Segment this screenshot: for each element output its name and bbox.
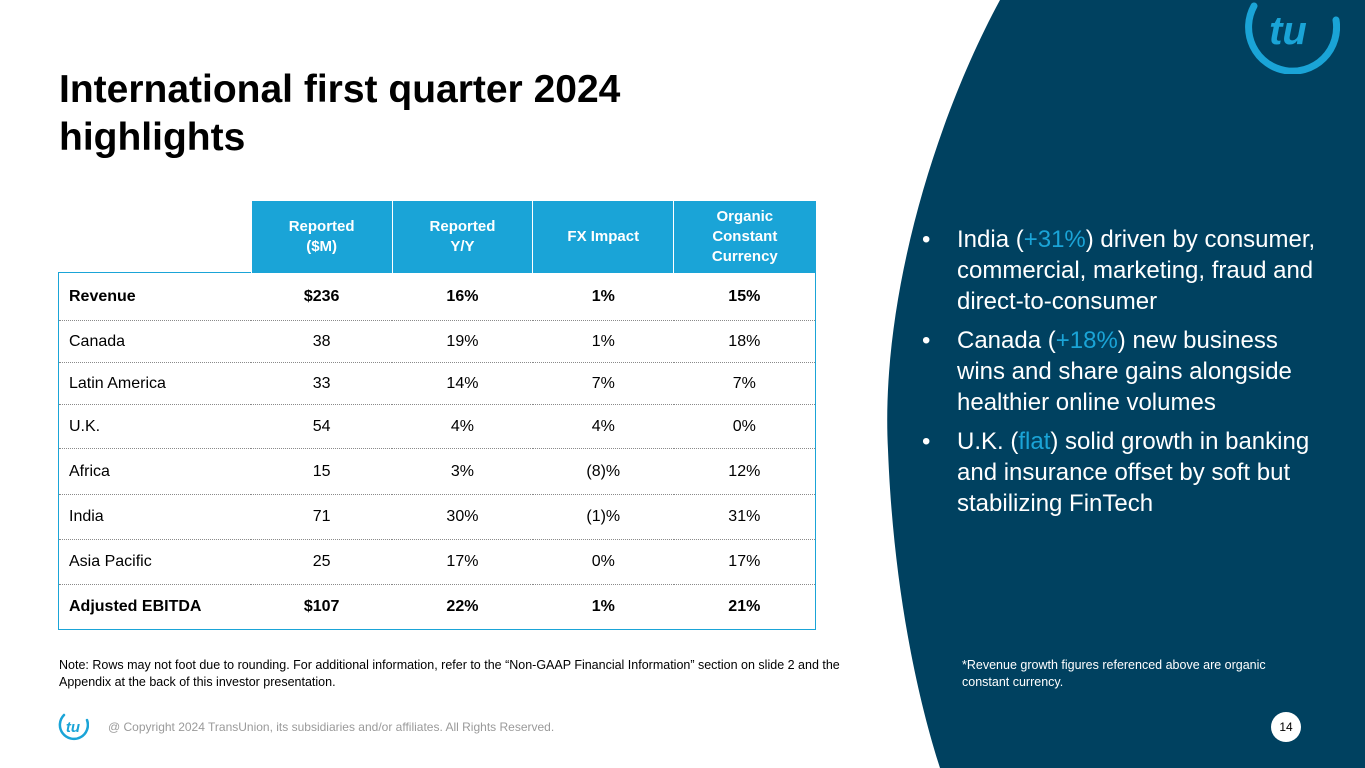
table-row: India 71 30% (1)% 31%	[58, 494, 816, 540]
growth-figure: +18%	[1055, 327, 1118, 354]
highlight-item: • India (+31%) driven by consumer, commer…	[922, 224, 1322, 317]
table-cell: 4%	[392, 404, 533, 449]
table-cell: 22%	[392, 584, 533, 630]
row-label: U.K.	[58, 404, 252, 449]
bullet-text: ) driven by consumer, commercial, market…	[957, 226, 1316, 315]
table-cell: 7%	[532, 362, 674, 405]
bullet-marker: •	[922, 226, 931, 253]
table-cell: 1%	[532, 320, 674, 363]
table-cell: 17%	[673, 539, 816, 585]
table-cell: 25	[251, 539, 393, 585]
row-label: Adjusted EBITDA	[58, 584, 252, 630]
table-cell: 30%	[392, 494, 533, 540]
table-row: U.K. 54 4% 4% 0%	[58, 404, 816, 449]
financial-table: Reported ($M) Reported Y/Y FX Impact Organic C…	[58, 201, 816, 630]
bullet-marker: •	[922, 327, 931, 354]
table-cell: 19%	[392, 320, 533, 363]
bullet-text: ) new business wins and share gains alon…	[957, 327, 1292, 416]
table-cell: $236	[251, 272, 393, 321]
growth-figure: flat	[1018, 428, 1051, 455]
transunion-logo-icon: tu	[1245, 2, 1340, 74]
row-label: India	[58, 494, 252, 540]
column-header: FX Impact	[532, 201, 674, 273]
table-cell: (1)%	[532, 494, 674, 540]
row-label: Africa	[58, 448, 252, 495]
table-cell: 31%	[673, 494, 816, 540]
footnote: *Revenue growth figures referenced above…	[962, 658, 1266, 689]
table-body: Revenue $236 16% 1% 15% Canada 38 19% 1% 18% Latin…	[58, 272, 816, 630]
table-cell: 16%	[392, 272, 533, 321]
table-cell: 0%	[673, 404, 816, 449]
column-header: Reported Y/Y	[391, 201, 533, 273]
table-cell: 12%	[673, 448, 816, 495]
bullet-text: India (	[957, 226, 1024, 253]
logo-text: tu	[1269, 9, 1307, 53]
row-label: Latin America	[58, 362, 252, 405]
table-cell: 0%	[532, 539, 674, 585]
table-row: Revenue $236 16% 1% 15%	[58, 272, 816, 321]
column-header: Organic Constant Currency	[673, 201, 816, 273]
header-blank-cell	[58, 201, 252, 273]
table-cell: 54	[251, 404, 393, 449]
table-cell: 1%	[532, 272, 674, 321]
table-cell: 4%	[532, 404, 674, 449]
table-cell: 15	[251, 448, 393, 495]
table-cell: 14%	[392, 362, 533, 405]
table-cell: 3%	[392, 448, 533, 495]
growth-figure: +31%	[1023, 226, 1086, 253]
table-cell: 7%	[673, 362, 816, 405]
table-cell: 71	[251, 494, 393, 540]
highlight-item: • Canada (+18%) new business wins and sha…	[922, 325, 1322, 418]
table-cell: 38	[251, 320, 393, 363]
table-row: Adjusted EBITDA $107 22% 1% 21%	[58, 584, 816, 630]
bullet-text: U.K. (	[957, 428, 1019, 455]
page-number: 14	[1271, 712, 1301, 742]
row-label: Revenue	[58, 272, 252, 321]
table-header-row: Reported ($M) Reported Y/Y FX Impact Organic C…	[58, 201, 816, 273]
table-cell: 33	[251, 362, 393, 405]
table-note: Note: Rows may not foot due to rounding.…	[59, 658, 840, 689]
highlights-list: • India (+31%) driven by consumer, commer…	[922, 224, 1322, 527]
table-cell: 18%	[673, 320, 816, 363]
table-row: Africa 15 3% (8)% 12%	[58, 448, 816, 495]
table-cell: 1%	[532, 584, 674, 630]
table-cell: $107	[251, 584, 393, 630]
bullet-text: ) solid growth in banking and insurance …	[957, 428, 1310, 517]
row-label: Canada	[58, 320, 252, 363]
column-header: Reported ($M)	[250, 201, 393, 273]
table-cell: 17%	[392, 539, 533, 585]
table-cell: (8)%	[532, 448, 674, 495]
transunion-small-logo-icon: tu	[58, 713, 89, 741]
page-title: International first quarter 2024 highlig…	[59, 68, 621, 159]
copyright-text: @ Copyright 2024 TransUnion, its subsidi…	[108, 720, 555, 734]
table-cell: 21%	[673, 584, 816, 630]
bullet-marker: •	[922, 428, 931, 455]
table-cell: 15%	[673, 272, 816, 321]
highlight-item: • U.K. (flat) solid growth in banking and…	[922, 426, 1322, 519]
bullet-text: Canada (	[957, 327, 1056, 354]
small-logo-text: tu	[66, 719, 80, 736]
row-label: Asia Pacific	[58, 539, 252, 585]
table-row: Latin America 33 14% 7% 7%	[58, 362, 816, 405]
table-row: Asia Pacific 25 17% 0% 17%	[58, 539, 816, 585]
table-row: Canada 38 19% 1% 18%	[58, 320, 816, 363]
